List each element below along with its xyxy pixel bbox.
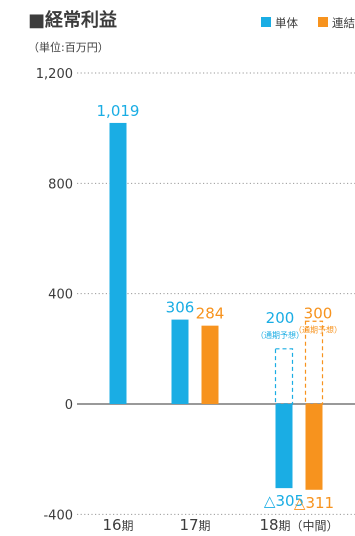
x-category-number: 17 [179, 516, 198, 534]
y-tick-label: 0 [65, 398, 73, 413]
x-category-suffix: 期 [279, 519, 291, 533]
legend-swatch-tanntai [261, 17, 271, 27]
legend-label-tanntai: 単体 [275, 16, 298, 30]
y-tick-label: -400 [43, 508, 73, 523]
bar-tanntai [171, 319, 189, 404]
legend-swatch-renketsu [318, 17, 328, 27]
x-category-number: 16 [102, 516, 121, 534]
data-label-renketsu: 284 [196, 305, 225, 323]
x-category-number: 18 [259, 516, 278, 534]
x-category-note: （中間） [291, 518, 339, 533]
forecast-note-label: （通期予想） [294, 324, 342, 334]
bar-renketsu [305, 404, 323, 490]
forecast-value-label: 300 [304, 304, 333, 322]
y-tick-label: 1,200 [36, 67, 73, 82]
unit-label: （単位:百万円） [28, 40, 109, 54]
data-label-tanntai: 306 [166, 299, 195, 317]
bar-tanntai [275, 404, 293, 489]
x-category-suffix: 期 [122, 519, 134, 533]
x-category-suffix: 期 [199, 519, 211, 533]
x-category-label: 16期 [102, 516, 133, 534]
data-label-tanntai: △305 [264, 492, 304, 510]
y-tick-label: 400 [48, 288, 73, 303]
forecast-bar-renketsu [304, 320, 324, 405]
x-category-label: 17期 [179, 516, 210, 534]
x-category-label: 18期（中間） [259, 516, 338, 534]
forecast-bar-tanntai [274, 348, 294, 405]
data-label-tanntai: 1,019 [97, 102, 140, 120]
bar-tanntai [109, 122, 127, 404]
data-label-renketsu: △311 [294, 494, 334, 512]
legend-label-renketsu: 連結 [332, 16, 355, 30]
y-tick-label: 800 [48, 177, 73, 192]
bar-renketsu [201, 325, 219, 404]
chart-title: ■経常利益 [28, 9, 117, 31]
forecast-value-label: 200 [266, 309, 295, 327]
forecast-note-label: （通期予想） [256, 330, 304, 340]
